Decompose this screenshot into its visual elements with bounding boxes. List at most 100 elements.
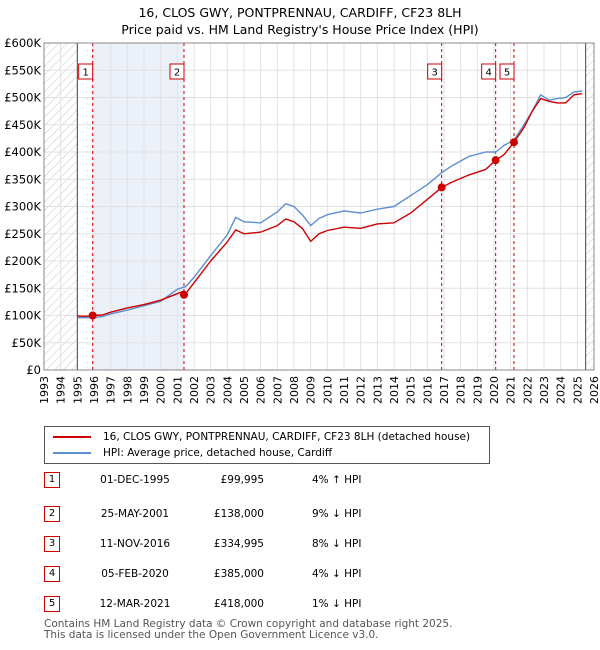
x-tick-label: 2026 — [588, 376, 600, 404]
sale-label: 3 — [427, 63, 443, 80]
x-tick-label: 2012 — [355, 376, 368, 404]
sale-hpi-diff: 9% ↓ HPI — [312, 508, 362, 520]
x-tick-label: 2008 — [288, 376, 301, 404]
y-tick-label: £250K — [4, 227, 41, 241]
sale-label: 1 — [78, 63, 94, 80]
x-tick-label: 2022 — [521, 376, 534, 404]
footer-copyright: Contains HM Land Registry data © Crown c… — [44, 618, 453, 630]
y-tick-label: £100K — [4, 309, 41, 323]
x-tick-label: 2010 — [321, 376, 334, 404]
x-tick-label: 2016 — [421, 376, 434, 404]
x-tick-label: 2014 — [388, 376, 401, 404]
x-tick-label: 2001 — [171, 376, 184, 404]
x-tick-label: 2009 — [305, 376, 318, 404]
table-row: 5 12-MAR-2021 £418,000 1% ↓ HPI — [44, 596, 484, 612]
sale-price: £99,995 — [220, 474, 264, 486]
sale-label-box — [499, 63, 515, 80]
x-tick-label: 2020 — [488, 376, 501, 404]
x-tick-label: 1997 — [105, 376, 118, 404]
sale-price: £385,000 — [213, 568, 264, 580]
property-price-line — [77, 93, 583, 317]
sale-label-text: 3 — [431, 68, 437, 79]
sale-label-text: 1 — [82, 68, 88, 79]
sale-point — [437, 183, 446, 192]
sale-label: 5 — [499, 63, 515, 80]
sale-label-box — [169, 63, 185, 80]
sale-label-box — [78, 63, 94, 80]
sale-point — [510, 138, 518, 147]
x-tick-label: 2013 — [371, 376, 384, 404]
x-tick-label: 2019 — [471, 376, 484, 404]
sale-point — [491, 156, 500, 165]
sale-hpi-diff: 8% ↓ HPI — [312, 538, 362, 550]
y-tick-label: £0 — [26, 363, 41, 377]
legend-swatch-hpi — [53, 452, 91, 454]
y-tick-label: £400K — [4, 145, 41, 159]
sale-number-badge: 1 — [44, 472, 60, 488]
title-line-1: 16, CLOS GWY, PONTPRENNAU, CARDIFF, CF23… — [138, 5, 462, 20]
x-tick-label: 2006 — [255, 376, 268, 404]
sale-label-text: 5 — [504, 68, 510, 79]
y-tick-label: £300K — [4, 200, 41, 214]
x-tick-label: 2007 — [271, 376, 284, 404]
legend-label-hpi: HPI: Average price, detached house, Card… — [103, 447, 333, 459]
sale-label-box — [427, 63, 443, 80]
x-tick-label: 1993 — [38, 376, 51, 404]
x-tick-label: 1995 — [71, 376, 84, 404]
x-tick-label: 2018 — [455, 376, 468, 404]
y-tick-label: £500K — [4, 91, 41, 105]
legend-label-property: 16, CLOS GWY, PONTPRENNAU, CARDIFF, CF23… — [103, 431, 471, 443]
x-tick-label: 2017 — [438, 376, 451, 404]
sale-label-text: 2 — [174, 68, 180, 79]
sale-date: 12-MAR-2021 — [99, 598, 171, 610]
sale-number-badge: 5 — [44, 596, 60, 612]
x-tick-label: 2003 — [205, 376, 218, 404]
y-tick-label: £550K — [4, 63, 41, 77]
price-chart: 1 2 3 4 5 £0 £50K £100K £150K £200K £250K £300K £350… — [4, 36, 600, 404]
table-row: 4 05-FEB-2020 £385,000 4% ↓ HPI — [44, 566, 484, 582]
x-tick-label: 2025 — [571, 376, 584, 404]
x-tick-label: 2023 — [538, 376, 551, 404]
chart-title: 16, CLOS GWY, PONTPRENNAU, CARDIFF, CF23… — [0, 4, 600, 38]
footer: Contains HM Land Registry data © Crown c… — [44, 619, 452, 641]
x-tick-label: 2002 — [188, 376, 201, 404]
x-tick-label: 2000 — [155, 376, 168, 404]
x-tick-label: 2021 — [505, 376, 518, 404]
sale-hpi-diff: 4% ↑ HPI — [312, 474, 362, 486]
sale-number-badge: 2 — [44, 506, 60, 522]
plot-frame — [43, 42, 595, 371]
x-tick-label: 1998 — [121, 376, 134, 404]
x-tick-label: 2015 — [405, 376, 418, 404]
sale-price: £418,000 — [213, 598, 264, 610]
x-tick-label: 1994 — [55, 376, 68, 404]
y-tick-label: £150K — [4, 281, 41, 295]
legend-item-property: 16, CLOS GWY, PONTPRENNAU, CARDIFF, CF23… — [53, 429, 470, 445]
y-tick-label: £350K — [4, 172, 41, 186]
x-tick-label: 2005 — [238, 376, 251, 404]
sale-point — [180, 290, 188, 299]
sale-hpi-diff: 4% ↓ HPI — [312, 568, 362, 580]
sale-point — [88, 311, 97, 320]
hpi-line — [77, 90, 583, 319]
x-tick-label: 2011 — [338, 376, 351, 404]
sale-date: 11-NOV-2016 — [99, 538, 171, 550]
y-tick-label: £200K — [4, 254, 41, 268]
sale-price: £138,000 — [213, 508, 264, 520]
x-tick-label: 1999 — [138, 376, 151, 404]
title-line-2: Price paid vs. HM Land Registry's House … — [121, 22, 479, 37]
sale-label: 2 — [169, 63, 185, 80]
x-tick-label: 2004 — [221, 376, 234, 404]
table-row: 3 11-NOV-2016 £334,995 8% ↓ HPI — [44, 536, 484, 552]
footer-license: This data is licensed under the Open Gov… — [44, 629, 379, 641]
legend-swatch-property — [53, 436, 91, 438]
y-tick-label: £50K — [12, 336, 42, 350]
sale-number-badge: 3 — [44, 536, 60, 552]
x-tick-label: 2024 — [555, 376, 568, 404]
legend: 16, CLOS GWY, PONTPRENNAU, CARDIFF, CF23… — [44, 426, 490, 464]
legend-item-hpi: HPI: Average price, detached house, Card… — [53, 445, 332, 461]
sale-label-box — [481, 63, 497, 80]
x-tick-label: 1996 — [88, 376, 101, 404]
sale-date: 25-MAY-2001 — [100, 508, 170, 520]
sale-price: £334,995 — [213, 538, 264, 550]
y-tick-label: £450K — [4, 118, 41, 132]
